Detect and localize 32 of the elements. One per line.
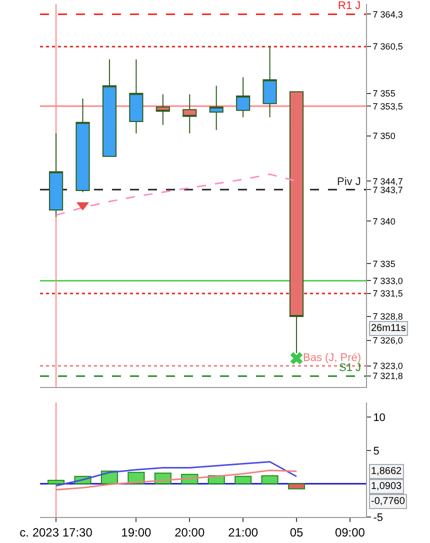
ref-line-label: Piv J	[337, 176, 361, 188]
y-tick-label: 7 355	[372, 88, 396, 99]
y-tick-label: 7 328,8	[372, 312, 403, 322]
y-tick-label: 7 344,7	[372, 176, 403, 186]
y-tick-label: -5	[373, 512, 383, 524]
text: 1,0903	[371, 481, 402, 492]
y-tick-label: 7 335	[372, 258, 396, 269]
y-tick-label: 7 353,5	[372, 101, 403, 112]
x-tick-label: 20:00	[174, 525, 205, 540]
y-tick-label: 10	[373, 412, 386, 424]
x-tick-label: c. 2023 17:30	[20, 525, 93, 540]
text: -0,7760	[371, 496, 406, 507]
text: 26m11s	[371, 323, 406, 334]
x-tick-label: 21:00	[228, 525, 258, 540]
y-tick-label: 7 331,5	[372, 288, 403, 299]
ref-line-label: R1 J	[338, 0, 361, 12]
x-tick-label: 05	[290, 525, 304, 540]
y-tick-label: 7 321,8	[372, 371, 403, 382]
y-tick-label: 5	[373, 445, 380, 458]
y-tick-label: 7 360,5	[372, 42, 403, 52]
y-tick-label: 7 323,0	[372, 361, 403, 372]
y-tick-label: 7 340	[372, 216, 396, 226]
y-tick-label: 7 364,3	[372, 9, 403, 20]
text: 1,8662	[371, 466, 402, 477]
y-tick-label: 7 343,7	[372, 184, 403, 195]
y-tick-label: 7 326,0	[372, 335, 403, 346]
y-tick-label: 7 350	[372, 131, 396, 142]
y-tick-label: 7 333,0	[372, 276, 403, 286]
x-tick-label: 09:00	[334, 525, 366, 540]
x-tick-label: 19:00	[121, 525, 152, 540]
ref-line-label: Bas (J, Pré)	[303, 352, 362, 364]
ref-line-label: S1 J	[339, 362, 362, 374]
